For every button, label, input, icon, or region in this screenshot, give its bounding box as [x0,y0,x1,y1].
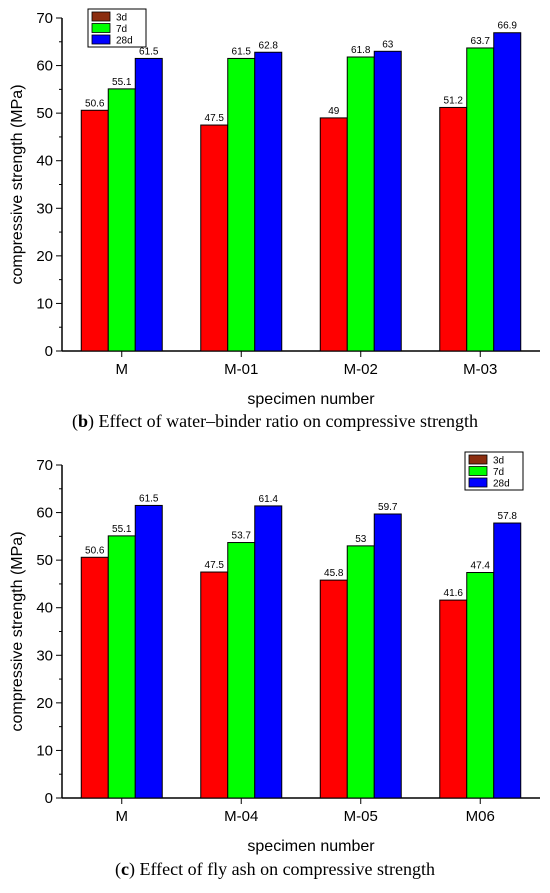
y-tick-label: 0 [45,343,53,360]
bar-28d-M-03 [493,32,522,352]
bar-28d-M-05 [373,513,402,799]
bar-3d-M-05 [319,579,348,799]
data-label: 61.8 [351,45,371,56]
x-tick-label: M [116,361,129,378]
bar-3d-M06 [439,599,468,799]
data-label: 49 [328,106,340,117]
caption-c-letter: c [120,859,129,879]
legend-swatch-3d [468,454,488,465]
y-tick-label: 50 [36,105,53,122]
data-label: 63.7 [471,36,491,47]
data-label: 55.1 [112,524,132,535]
chart-c: 0 10 20 30 40 50 60 70 M 50.6 55.1 61.5 M-04 47.5 53.7… [9,451,540,855]
y-tick-label: 10 [36,295,53,312]
bar-28d-M [134,504,163,799]
data-label: 66.9 [498,21,518,32]
data-label: 47.5 [205,113,225,124]
data-label: 55.1 [112,77,132,88]
bar-3d-M-03 [439,106,468,352]
x-tick-label: M06 [466,808,495,825]
y-tick-label: 60 [36,58,53,75]
data-label: 63 [382,39,394,50]
caption-b-letter: b [77,411,88,431]
y-tick-label: 20 [36,695,53,712]
data-label: 50.6 [85,98,105,109]
x-axis-title: specimen number [247,391,375,408]
legend-label-3d: 3d [116,13,127,24]
data-label: 57.8 [498,511,518,522]
bar-7d-M [107,88,136,352]
data-label: 61.5 [139,46,159,57]
y-tick-label: 50 [36,552,53,569]
y-tick-label: 70 [36,10,53,27]
caption-b-text: ) Effect of water–binder ratio on compre… [87,411,479,431]
bar-7d-M [107,535,136,799]
data-label: 51.2 [444,95,464,106]
data-label: 61.5 [232,46,252,57]
data-label: 53.7 [232,531,252,542]
bar-7d-M-02 [346,56,375,352]
x-tick-label: M-02 [344,361,378,378]
y-tick-label: 40 [36,600,53,617]
y-tick-label: 60 [36,505,53,522]
x-tick-label: M-05 [344,808,378,825]
y-tick-label: 40 [36,153,53,170]
chart-b: 0 10 20 30 40 50 60 70 M 50.6 55.1 61.5 M-01 47.5 61.5… [9,8,540,408]
data-label: 41.6 [444,588,464,599]
y-tick-label: 70 [36,457,53,474]
data-label: 53 [355,534,367,545]
data-label: 61.5 [139,493,159,504]
legend-label-7d: 7d [116,24,127,35]
y-tick-label: 20 [36,248,53,265]
bar-28d-M-04 [254,505,283,799]
y-tick-label: 30 [36,200,53,217]
bar-7d-M-03 [466,47,495,352]
bar-28d-M06 [493,522,522,799]
y-axis-title: compressive strength (MPa) [9,531,26,731]
caption-b: (b) Effect of water–binder ratio on comp… [71,411,479,431]
bar-28d-M [134,57,163,352]
legend-swatch-7d [468,466,488,476]
data-label: 59.7 [378,502,398,513]
bar-28d-M-02 [373,50,402,352]
bar-3d-M-02 [319,117,348,352]
legend-swatch-3d [91,11,111,22]
y-tick-label: 0 [45,790,53,807]
y-tick-label: 10 [36,742,53,759]
legend-swatch-28d [468,477,488,488]
legend-label-28d: 28d [493,479,510,490]
caption-c-text: ) Effect of fly ash on compressive stren… [128,859,436,879]
data-label: 61.4 [259,494,279,505]
x-tick-label: M-03 [463,361,497,378]
bar-7d-M-05 [346,545,375,799]
bar-3d-M-01 [200,124,229,352]
bar-7d-M-04 [227,542,256,799]
x-tick-label: M [116,808,129,825]
bar-3d-M [80,556,109,799]
caption-c: (c) Effect of fly ash on compressive str… [114,859,436,879]
data-label: 47.5 [205,560,225,571]
bar-7d-M-01 [227,57,256,352]
y-tick-label: 30 [36,647,53,664]
bar-3d-M [80,109,109,352]
legend-label-28d: 28d [116,36,133,47]
data-label: 50.6 [85,545,105,556]
data-label: 62.8 [259,40,279,51]
bar-7d-M06 [466,572,495,799]
x-tick-label: M-04 [224,808,258,825]
data-label: 45.8 [324,568,344,579]
bar-28d-M-01 [254,51,283,352]
legend-swatch-28d [91,34,111,45]
bar-3d-M-04 [200,571,229,799]
legend-label-3d: 3d [493,456,504,467]
data-label: 47.4 [471,561,491,572]
y-axis-title: compressive strength (MPa) [9,84,26,284]
x-axis-title: specimen number [247,838,375,855]
legend-label-7d: 7d [493,467,504,478]
x-tick-label: M-01 [224,361,258,378]
legend-swatch-7d [91,23,111,33]
